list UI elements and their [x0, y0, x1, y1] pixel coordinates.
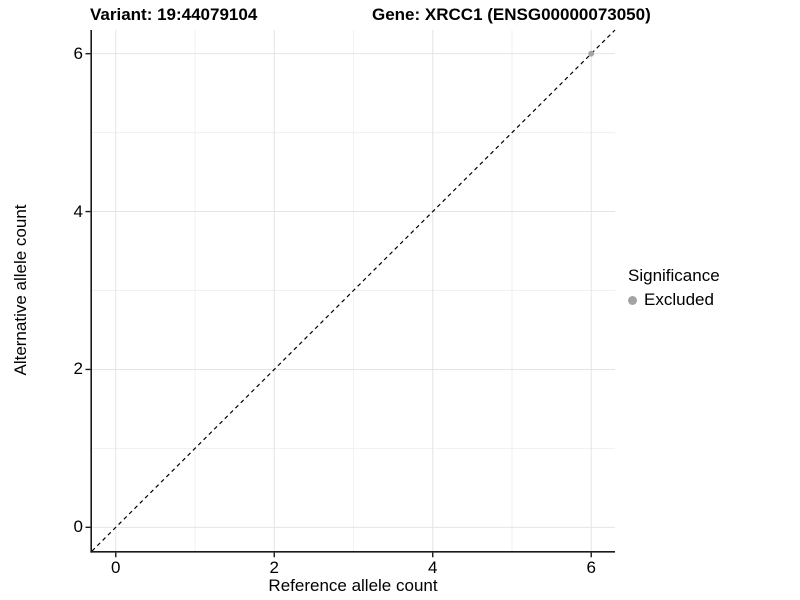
y-tick-label: 2 — [73, 359, 83, 379]
legend-item: Excluded — [628, 290, 720, 310]
legend: Significance Excluded — [628, 265, 720, 310]
x-tick-label: 0 — [111, 558, 121, 577]
data-point — [588, 50, 595, 57]
x-tick-label: 6 — [586, 558, 596, 577]
x-tick-label: 2 — [269, 558, 279, 577]
x-axis-title: Reference allele count — [268, 576, 438, 595]
y-tick-label: 0 — [73, 517, 83, 537]
y-tick-label: 6 — [73, 43, 83, 63]
legend-items: Excluded — [628, 290, 720, 310]
legend-item-label: Excluded — [644, 290, 714, 309]
y-tick-label: 4 — [73, 201, 83, 221]
legend-title: Significance — [628, 266, 720, 285]
x-tick-label: 4 — [428, 558, 438, 577]
identity-dashed-line — [91, 29, 616, 552]
plot-title-gene: Gene: XRCC1 (ENSG00000073050) — [372, 5, 651, 24]
legend-point-icon — [628, 295, 637, 305]
plot-title-variant: Variant: 19:44079104 — [90, 5, 258, 24]
y-axis-title: Alternative allele count — [11, 204, 30, 376]
